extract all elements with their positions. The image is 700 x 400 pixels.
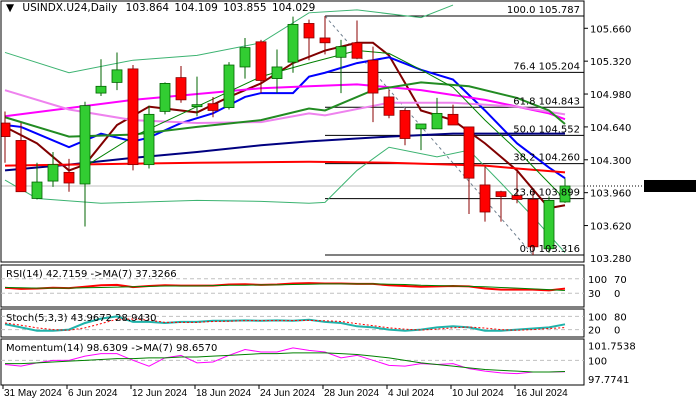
- main-panel-border: [0, 0, 585, 263]
- fib-level-label: 38.2 104.260: [513, 153, 580, 164]
- candle-bullish: [47, 164, 59, 182]
- candle-bullish: [143, 113, 155, 166]
- candle-bearish: [463, 126, 475, 179]
- candle-bullish: [191, 104, 203, 108]
- price-tick-label: 104.640: [590, 123, 631, 134]
- date-tick-label: 6 Jun 2024: [68, 388, 118, 399]
- dropdown-triangle-icon[interactable]: ▼: [6, 2, 15, 14]
- candle-bearish: [303, 23, 315, 39]
- price-tick-label: 105.320: [590, 57, 631, 68]
- candle-bearish: [351, 42, 363, 59]
- candle-bearish: [63, 171, 75, 184]
- candle-bearish: [367, 59, 379, 94]
- momentum-tick-label: 100: [588, 356, 607, 367]
- momentum-tick-label: 97.7741: [588, 375, 629, 386]
- stoch-line: [4, 315, 566, 332]
- indicator-panel-border: [0, 308, 585, 338]
- date-tick-label: 16 Jul 2024: [516, 388, 568, 399]
- fib-level-label: 0.0 103.316: [520, 244, 580, 255]
- candle-bullish: [335, 46, 347, 58]
- candle-bearish: [15, 140, 27, 193]
- candle-bullish: [31, 181, 43, 199]
- rsi-tick-label: 70: [614, 275, 627, 286]
- candle-bearish: [383, 96, 395, 116]
- candle-bearish: [511, 195, 523, 200]
- ohlc-close: 104.029: [271, 2, 316, 14]
- momentum-line: [5, 352, 566, 373]
- stoch-label: Stoch(5,3,3) 43.9672 28.9430: [6, 313, 157, 324]
- candle-bearish: [495, 191, 507, 197]
- candle-bullish: [111, 69, 123, 83]
- candle-bullish: [431, 112, 443, 130]
- fib-level-label: 23.6 103.899: [513, 188, 580, 199]
- date-tick-label: 10 Jul 2024: [452, 388, 504, 399]
- stoch-tick-label: 0: [614, 326, 620, 337]
- date-tick-label: 31 May 2024: [4, 388, 62, 399]
- candle-bearish: [447, 113, 459, 126]
- candle-bullish: [79, 105, 91, 185]
- candle-bearish: [175, 77, 187, 101]
- price-tick-label: 104.980: [590, 90, 631, 101]
- candle-bullish: [415, 123, 427, 130]
- candle-bullish: [159, 82, 171, 112]
- candle-bullish: [239, 47, 251, 68]
- candle-bullish: [223, 64, 235, 108]
- main-plot: [1, 4, 584, 256]
- indicator-panel-border: [0, 338, 585, 386]
- date-tick-label: 4 Jul 2024: [388, 388, 435, 399]
- candle-bearish: [1, 122, 11, 137]
- candle-bearish: [319, 37, 331, 44]
- candle-bearish: [127, 68, 139, 166]
- stoch-line: [4, 318, 566, 331]
- rsi-line: [4, 283, 566, 292]
- momentum-label: Momentum(14) 98.6309 ->MA(7) 98.6570: [6, 343, 217, 354]
- date-tick-label: 18 Jun 2024: [196, 388, 251, 399]
- price-tick-label: 103.620: [590, 222, 631, 233]
- current-price-label: 104.029: [647, 182, 688, 193]
- price-tick-label: 105.660: [590, 24, 631, 35]
- moving-average-line: [4, 160, 566, 174]
- candle-bearish: [207, 103, 219, 111]
- rsi-tick-label: 30: [588, 289, 601, 300]
- fib-level-label: 76.4 105.204: [513, 61, 580, 72]
- rsi-label: RSI(14) 42.7159 ->MA(7) 37.3266: [6, 269, 177, 280]
- ohlc-open: 103.864: [125, 2, 170, 14]
- fib-level-label: 50.0 104.552: [513, 124, 580, 135]
- momentum-tick-label: 101.7538: [588, 342, 636, 353]
- symbol-label: USINDX.U24,Daily: [22, 2, 118, 14]
- ohlc-high: 104.109: [174, 2, 218, 14]
- candle-bullish: [95, 85, 107, 94]
- bollinger-lower-band: [4, 146, 566, 253]
- stoch-tick-label: 100: [588, 312, 607, 323]
- candle-bullish: [559, 185, 571, 203]
- stoch-tick-label: 80: [614, 312, 627, 323]
- date-tick-label: 28 Jun 2024: [324, 388, 379, 399]
- current-price-badge: [644, 179, 696, 192]
- candle-bearish: [479, 184, 491, 213]
- moving-average-line: [4, 89, 566, 125]
- fib-level-label: 100.0 105.787: [507, 5, 580, 16]
- rsi-tick-label: 100: [588, 275, 607, 286]
- date-tick-label: 12 Jun 2024: [132, 388, 187, 399]
- price-tick-label: 104.300: [590, 156, 631, 167]
- candle-bullish: [543, 200, 555, 250]
- price-tick-label: 103.280: [590, 254, 631, 265]
- chart-header: ▼ USINDX.U24,Daily 103.864 104.109 103.8…: [6, 2, 320, 14]
- momentum-line: [4, 347, 566, 375]
- fib-level-label: 61.8 104.843: [513, 96, 580, 107]
- candle-bearish: [255, 41, 267, 81]
- candle-bullish: [271, 66, 283, 79]
- stoch-tick-label: 20: [588, 326, 601, 337]
- candle-bearish: [527, 199, 539, 248]
- ohlc-low: 103.855: [223, 2, 267, 14]
- date-tick-label: 24 Jun 2024: [260, 388, 315, 399]
- price-tick-label: 103.960: [590, 189, 631, 200]
- rsi-tick-label: 0: [614, 289, 620, 300]
- candle-bullish: [287, 24, 299, 63]
- indicator-panel-border: [0, 264, 585, 308]
- candle-bearish: [399, 110, 411, 139]
